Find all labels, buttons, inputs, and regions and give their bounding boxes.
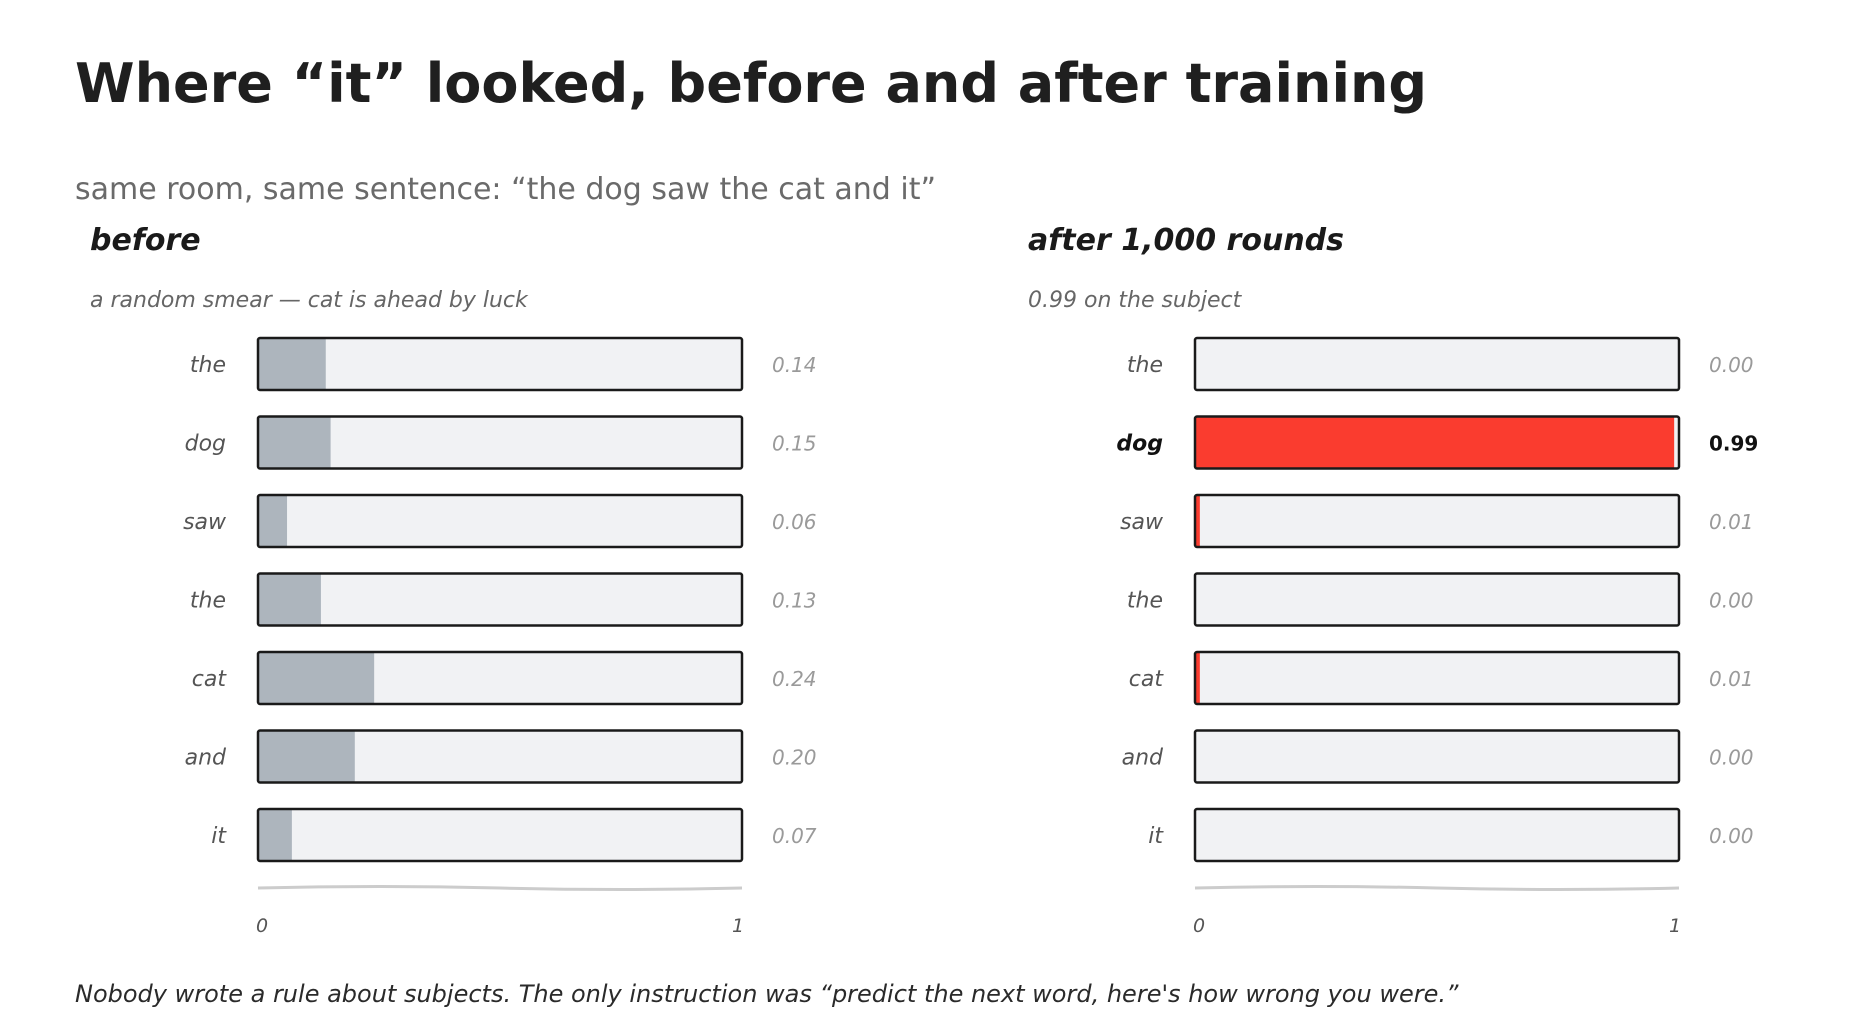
x-tick-label: 0	[1193, 915, 1205, 937]
value-label: 0.13	[772, 589, 817, 613]
x-axis-line	[1194, 885, 1680, 891]
value-label: 0.06	[772, 510, 817, 534]
category-label: the	[1127, 589, 1163, 614]
bar-track	[258, 730, 742, 783]
bar	[258, 338, 326, 390]
bar-track	[1195, 573, 1679, 626]
category-label: saw	[183, 510, 227, 535]
bar	[258, 573, 321, 626]
value-label: 0.00	[1709, 746, 1754, 770]
bar-track	[1195, 730, 1679, 783]
page-title: Where “it” looked, before and after trai…	[75, 52, 1428, 115]
category-label: the	[190, 353, 226, 378]
bar-outline	[1193, 572, 1681, 627]
bar-row: and 0.20	[185, 729, 817, 784]
value-label: 0.00	[1709, 353, 1754, 377]
bar-track	[1195, 809, 1679, 861]
bar-row: and 0.00	[1122, 729, 1754, 784]
bar-row: dog 0.99	[1116, 415, 1758, 470]
bar-row: saw 0.01	[1120, 493, 1754, 549]
bar-outline	[256, 807, 744, 863]
bar-row: the 0.13	[190, 572, 817, 627]
bar-row: cat 0.24	[192, 650, 817, 706]
bar-outline	[256, 493, 744, 549]
value-label: 0.24	[772, 667, 817, 691]
bar-outline	[1193, 415, 1681, 470]
category-label: the	[1127, 353, 1163, 378]
panel-subtitle: a random smear — cat is ahead by luck	[90, 288, 529, 313]
bar-track	[1195, 338, 1679, 390]
chart-panel-1: after 1,000 rounds 0.99 on the subject the…	[1028, 223, 1758, 937]
bar-row: cat 0.01	[1129, 650, 1754, 706]
category-label: dog	[185, 432, 226, 457]
panel-title: before	[90, 223, 201, 258]
bar-row: dog 0.15	[185, 415, 817, 470]
bar-outline	[1193, 336, 1681, 392]
bar	[258, 809, 292, 861]
bar-row: the 0.00	[1127, 336, 1754, 392]
chart-panel-0: before a random smear — cat is ahead by l…	[90, 223, 817, 937]
value-label: 0.14	[772, 353, 817, 377]
bar	[1195, 416, 1675, 469]
category-label: dog	[1116, 432, 1163, 457]
x-axis-line	[257, 885, 743, 891]
bar-outline	[1193, 729, 1681, 784]
value-label: 0.99	[1709, 432, 1758, 456]
bar-track	[1195, 495, 1679, 547]
category-label: it	[1148, 824, 1164, 849]
bar	[258, 495, 288, 547]
bar-track	[1195, 652, 1679, 704]
value-label: 0.07	[772, 824, 817, 848]
bar	[258, 416, 331, 469]
bar	[1195, 495, 1200, 547]
bar-row: it 0.07	[211, 807, 817, 863]
bar-row: saw 0.06	[183, 493, 817, 549]
bar-track	[258, 416, 742, 469]
bar-outline	[256, 572, 744, 627]
category-label: saw	[1120, 510, 1164, 535]
bar	[258, 730, 355, 783]
panel-subtitle: 0.99 on the subject	[1028, 288, 1243, 313]
page-subtitle: same room, same sentence: “the dog saw t…	[75, 172, 937, 207]
bar-track	[258, 573, 742, 626]
bar-outline	[256, 729, 744, 784]
panel-title: after 1,000 rounds	[1028, 223, 1344, 258]
bar-outline	[256, 336, 744, 392]
bar-outline	[1193, 493, 1681, 549]
bar-track	[258, 495, 742, 547]
category-label: the	[190, 589, 226, 614]
bar-outline	[1193, 807, 1681, 863]
bar-row: it 0.00	[1148, 807, 1754, 863]
x-tick-label: 1	[1669, 915, 1681, 937]
bar-row: the 0.00	[1127, 572, 1754, 627]
bar	[1195, 652, 1200, 704]
category-label: and	[1122, 746, 1164, 771]
value-label: 0.15	[772, 432, 817, 456]
bar-outline	[1193, 650, 1681, 706]
value-label: 0.01	[1709, 667, 1754, 691]
value-label: 0.20	[772, 746, 817, 770]
bar	[258, 652, 375, 704]
category-label: it	[211, 824, 227, 849]
value-label: 0.00	[1709, 589, 1754, 613]
bar-track	[258, 338, 742, 390]
bar-outline	[256, 415, 744, 470]
bar-outline	[256, 650, 744, 706]
x-tick-label: 0	[256, 915, 268, 937]
bar-track	[258, 809, 742, 861]
x-tick-label: 1	[732, 915, 744, 937]
value-label: 0.01	[1709, 510, 1754, 534]
footer-note: Nobody wrote a rule about subjects. The …	[75, 980, 1459, 1008]
bar-track	[258, 652, 742, 704]
bar-row: the 0.14	[190, 336, 817, 392]
category-label: and	[185, 746, 227, 771]
category-label: cat	[192, 667, 228, 692]
category-label: cat	[1129, 667, 1165, 692]
value-label: 0.00	[1709, 824, 1754, 848]
